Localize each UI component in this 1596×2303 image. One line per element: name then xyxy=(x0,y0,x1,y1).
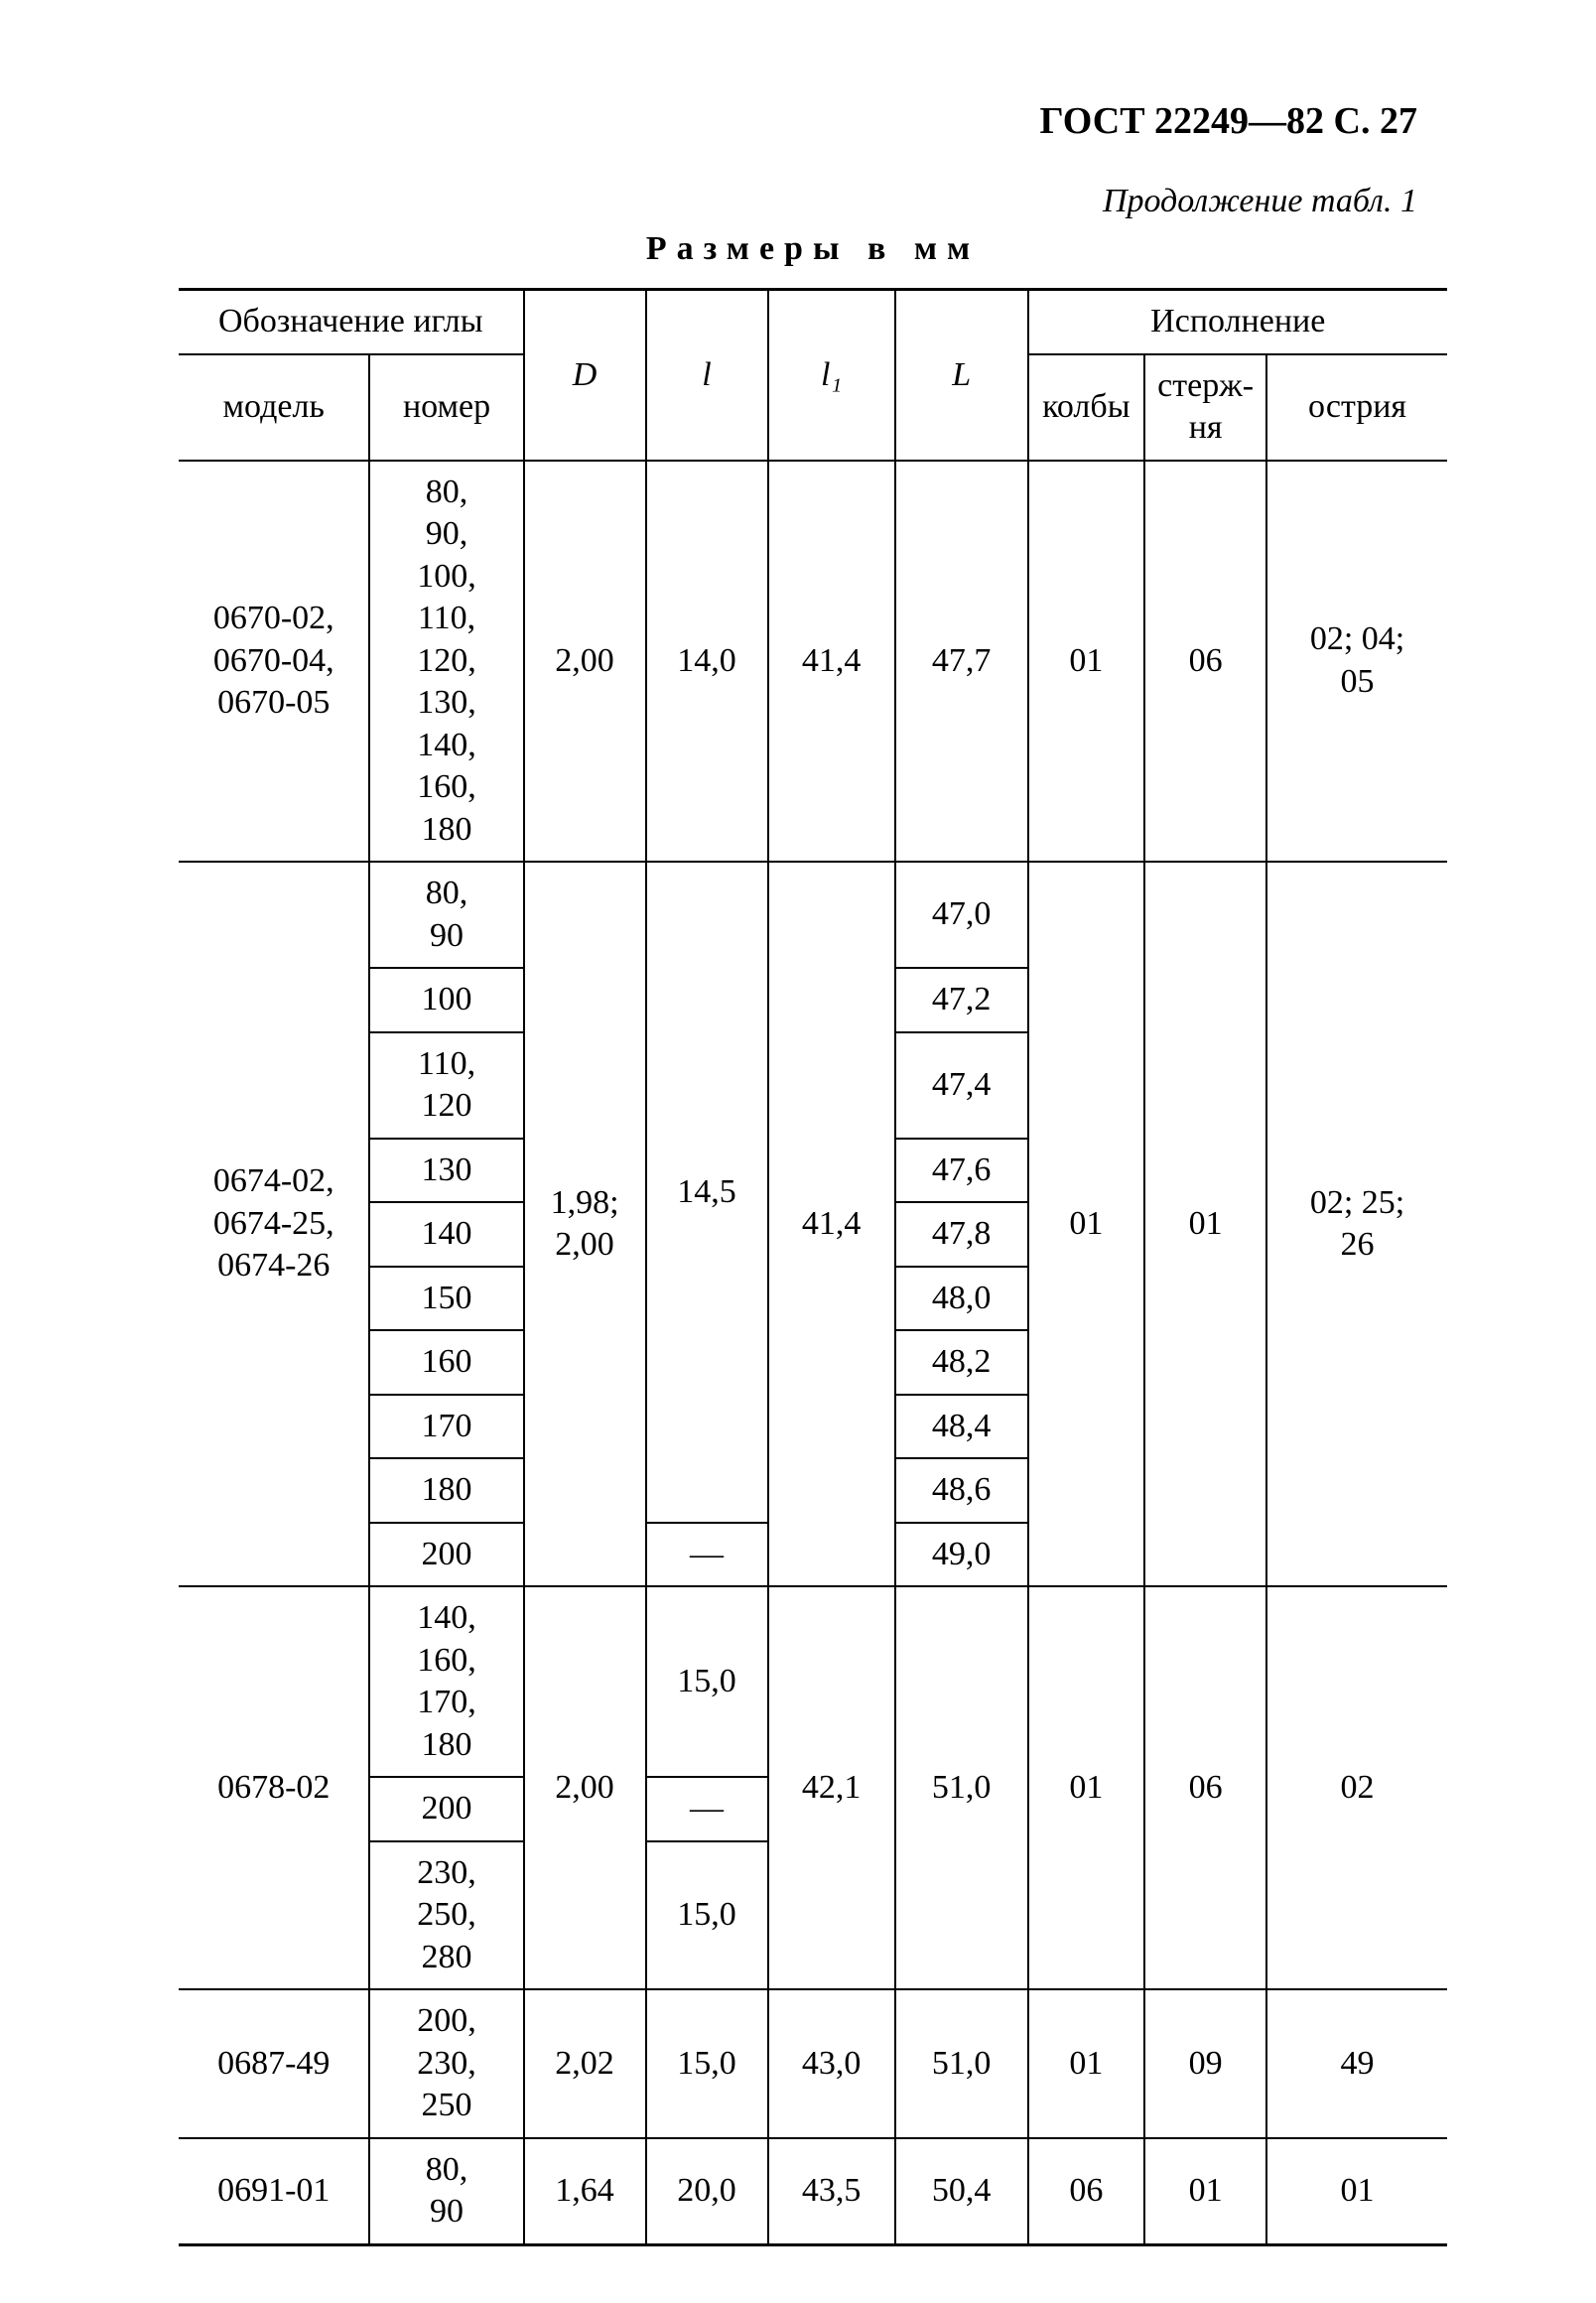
cell-nomer: 80, 90, 100, 110, 120, 130, 140, 160, 18… xyxy=(369,461,523,863)
cell-L: 51,0 xyxy=(895,1586,1028,1989)
cell-l: — xyxy=(646,1777,768,1841)
cell-l: 14,0 xyxy=(646,461,768,863)
cell-nomer: 80, 90 xyxy=(369,2138,523,2245)
specification-table: Обозначение иглы D l l₁ L Исполнение мод… xyxy=(179,288,1447,2246)
cell-model: 0678-02 xyxy=(179,1586,369,1989)
cell-l: 20,0 xyxy=(646,2138,768,2245)
cell-l1: 41,4 xyxy=(768,461,895,863)
cell-model: 0691-01 xyxy=(179,2138,369,2245)
cell-l: — xyxy=(646,1523,768,1587)
cell-L: 50,4 xyxy=(895,2138,1028,2245)
document-header: ГОСТ 22249—82 С. 27 xyxy=(179,99,1447,143)
cell-L: 48,2 xyxy=(895,1330,1028,1395)
cell-L: 48,4 xyxy=(895,1395,1028,1459)
cell-L: 51,0 xyxy=(895,1989,1028,2138)
cell-D: 2,00 xyxy=(524,461,646,863)
cell-L: 47,4 xyxy=(895,1032,1028,1139)
cell-ostriya: 49 xyxy=(1266,1989,1447,2138)
cell-nomer: 80, 90 xyxy=(369,862,523,968)
cell-L: 47,8 xyxy=(895,1202,1028,1267)
cell-nomer: 160 xyxy=(369,1330,523,1395)
cell-l: 14,5 xyxy=(646,862,768,1523)
cell-L: 47,7 xyxy=(895,461,1028,863)
cell-kolby: 06 xyxy=(1028,2138,1145,2245)
cell-l1: 43,0 xyxy=(768,1989,895,2138)
cell-nomer: 100 xyxy=(369,968,523,1032)
cell-kolby: 01 xyxy=(1028,1586,1145,1989)
cell-sterzh: 06 xyxy=(1144,1586,1266,1989)
cell-l: 15,0 xyxy=(646,1841,768,1990)
col-header-model: модель xyxy=(179,354,369,461)
cell-sterzh: 06 xyxy=(1144,461,1266,863)
cell-ostriya: 01 xyxy=(1266,2138,1447,2245)
cell-nomer: 200, 230, 250 xyxy=(369,1989,523,2138)
cell-ostriya: 02 xyxy=(1266,1586,1447,1989)
col-header-sterzh: стерж- ня xyxy=(1144,354,1266,461)
cell-L: 48,0 xyxy=(895,1267,1028,1331)
cell-l1: 43,5 xyxy=(768,2138,895,2245)
page: ГОСТ 22249—82 С. 27 Продолжение табл. 1 … xyxy=(0,0,1596,2303)
cell-model: 0670-02, 0670-04, 0670-05 xyxy=(179,461,369,863)
cell-kolby: 01 xyxy=(1028,461,1145,863)
col-header-D: D xyxy=(524,290,646,461)
cell-l: 15,0 xyxy=(646,1586,768,1777)
cell-sterzh: 01 xyxy=(1144,862,1266,1586)
cell-nomer: 130 xyxy=(369,1139,523,1203)
col-header-isp: Исполнение xyxy=(1028,290,1448,354)
dimensions-title: Размеры в мм xyxy=(179,230,1447,268)
cell-nomer: 230, 250, 280 xyxy=(369,1841,523,1990)
cell-kolby: 01 xyxy=(1028,862,1145,1586)
cell-D: 2,02 xyxy=(524,1989,646,2138)
cell-L: 49,0 xyxy=(895,1523,1028,1587)
cell-l1: 41,4 xyxy=(768,862,895,1586)
cell-D: 1,64 xyxy=(524,2138,646,2245)
cell-sterzh: 09 xyxy=(1144,1989,1266,2138)
cell-nomer: 200 xyxy=(369,1523,523,1587)
col-header-l1: l₁ xyxy=(768,290,895,461)
cell-kolby: 01 xyxy=(1028,1989,1145,2138)
col-header-l: l xyxy=(646,290,768,461)
col-header-ostriya: острия xyxy=(1266,354,1447,461)
cell-l1: 42,1 xyxy=(768,1586,895,1989)
continuation-note: Продолжение табл. 1 xyxy=(179,183,1447,220)
cell-D: 1,98; 2,00 xyxy=(524,862,646,1586)
cell-ostriya: 02; 04; 05 xyxy=(1266,461,1447,863)
col-header-L: L xyxy=(895,290,1028,461)
col-header-oboz: Обозначение иглы xyxy=(179,290,524,354)
col-header-nomer: номер xyxy=(369,354,523,461)
cell-nomer: 200 xyxy=(369,1777,523,1841)
cell-D: 2,00 xyxy=(524,1586,646,1989)
cell-l: 15,0 xyxy=(646,1989,768,2138)
cell-L: 47,0 xyxy=(895,862,1028,968)
cell-nomer: 150 xyxy=(369,1267,523,1331)
cell-model: 0674-02, 0674-25, 0674-26 xyxy=(179,862,369,1586)
cell-nomer: 140 xyxy=(369,1202,523,1267)
cell-nomer: 170 xyxy=(369,1395,523,1459)
cell-nomer: 110, 120 xyxy=(369,1032,523,1139)
cell-nomer: 140, 160, 170, 180 xyxy=(369,1586,523,1777)
col-header-kolby: колбы xyxy=(1028,354,1145,461)
cell-L: 47,2 xyxy=(895,968,1028,1032)
cell-L: 48,6 xyxy=(895,1458,1028,1523)
cell-L: 47,6 xyxy=(895,1139,1028,1203)
cell-sterzh: 01 xyxy=(1144,2138,1266,2245)
cell-model: 0687-49 xyxy=(179,1989,369,2138)
cell-nomer: 180 xyxy=(369,1458,523,1523)
cell-ostriya: 02; 25; 26 xyxy=(1266,862,1447,1586)
